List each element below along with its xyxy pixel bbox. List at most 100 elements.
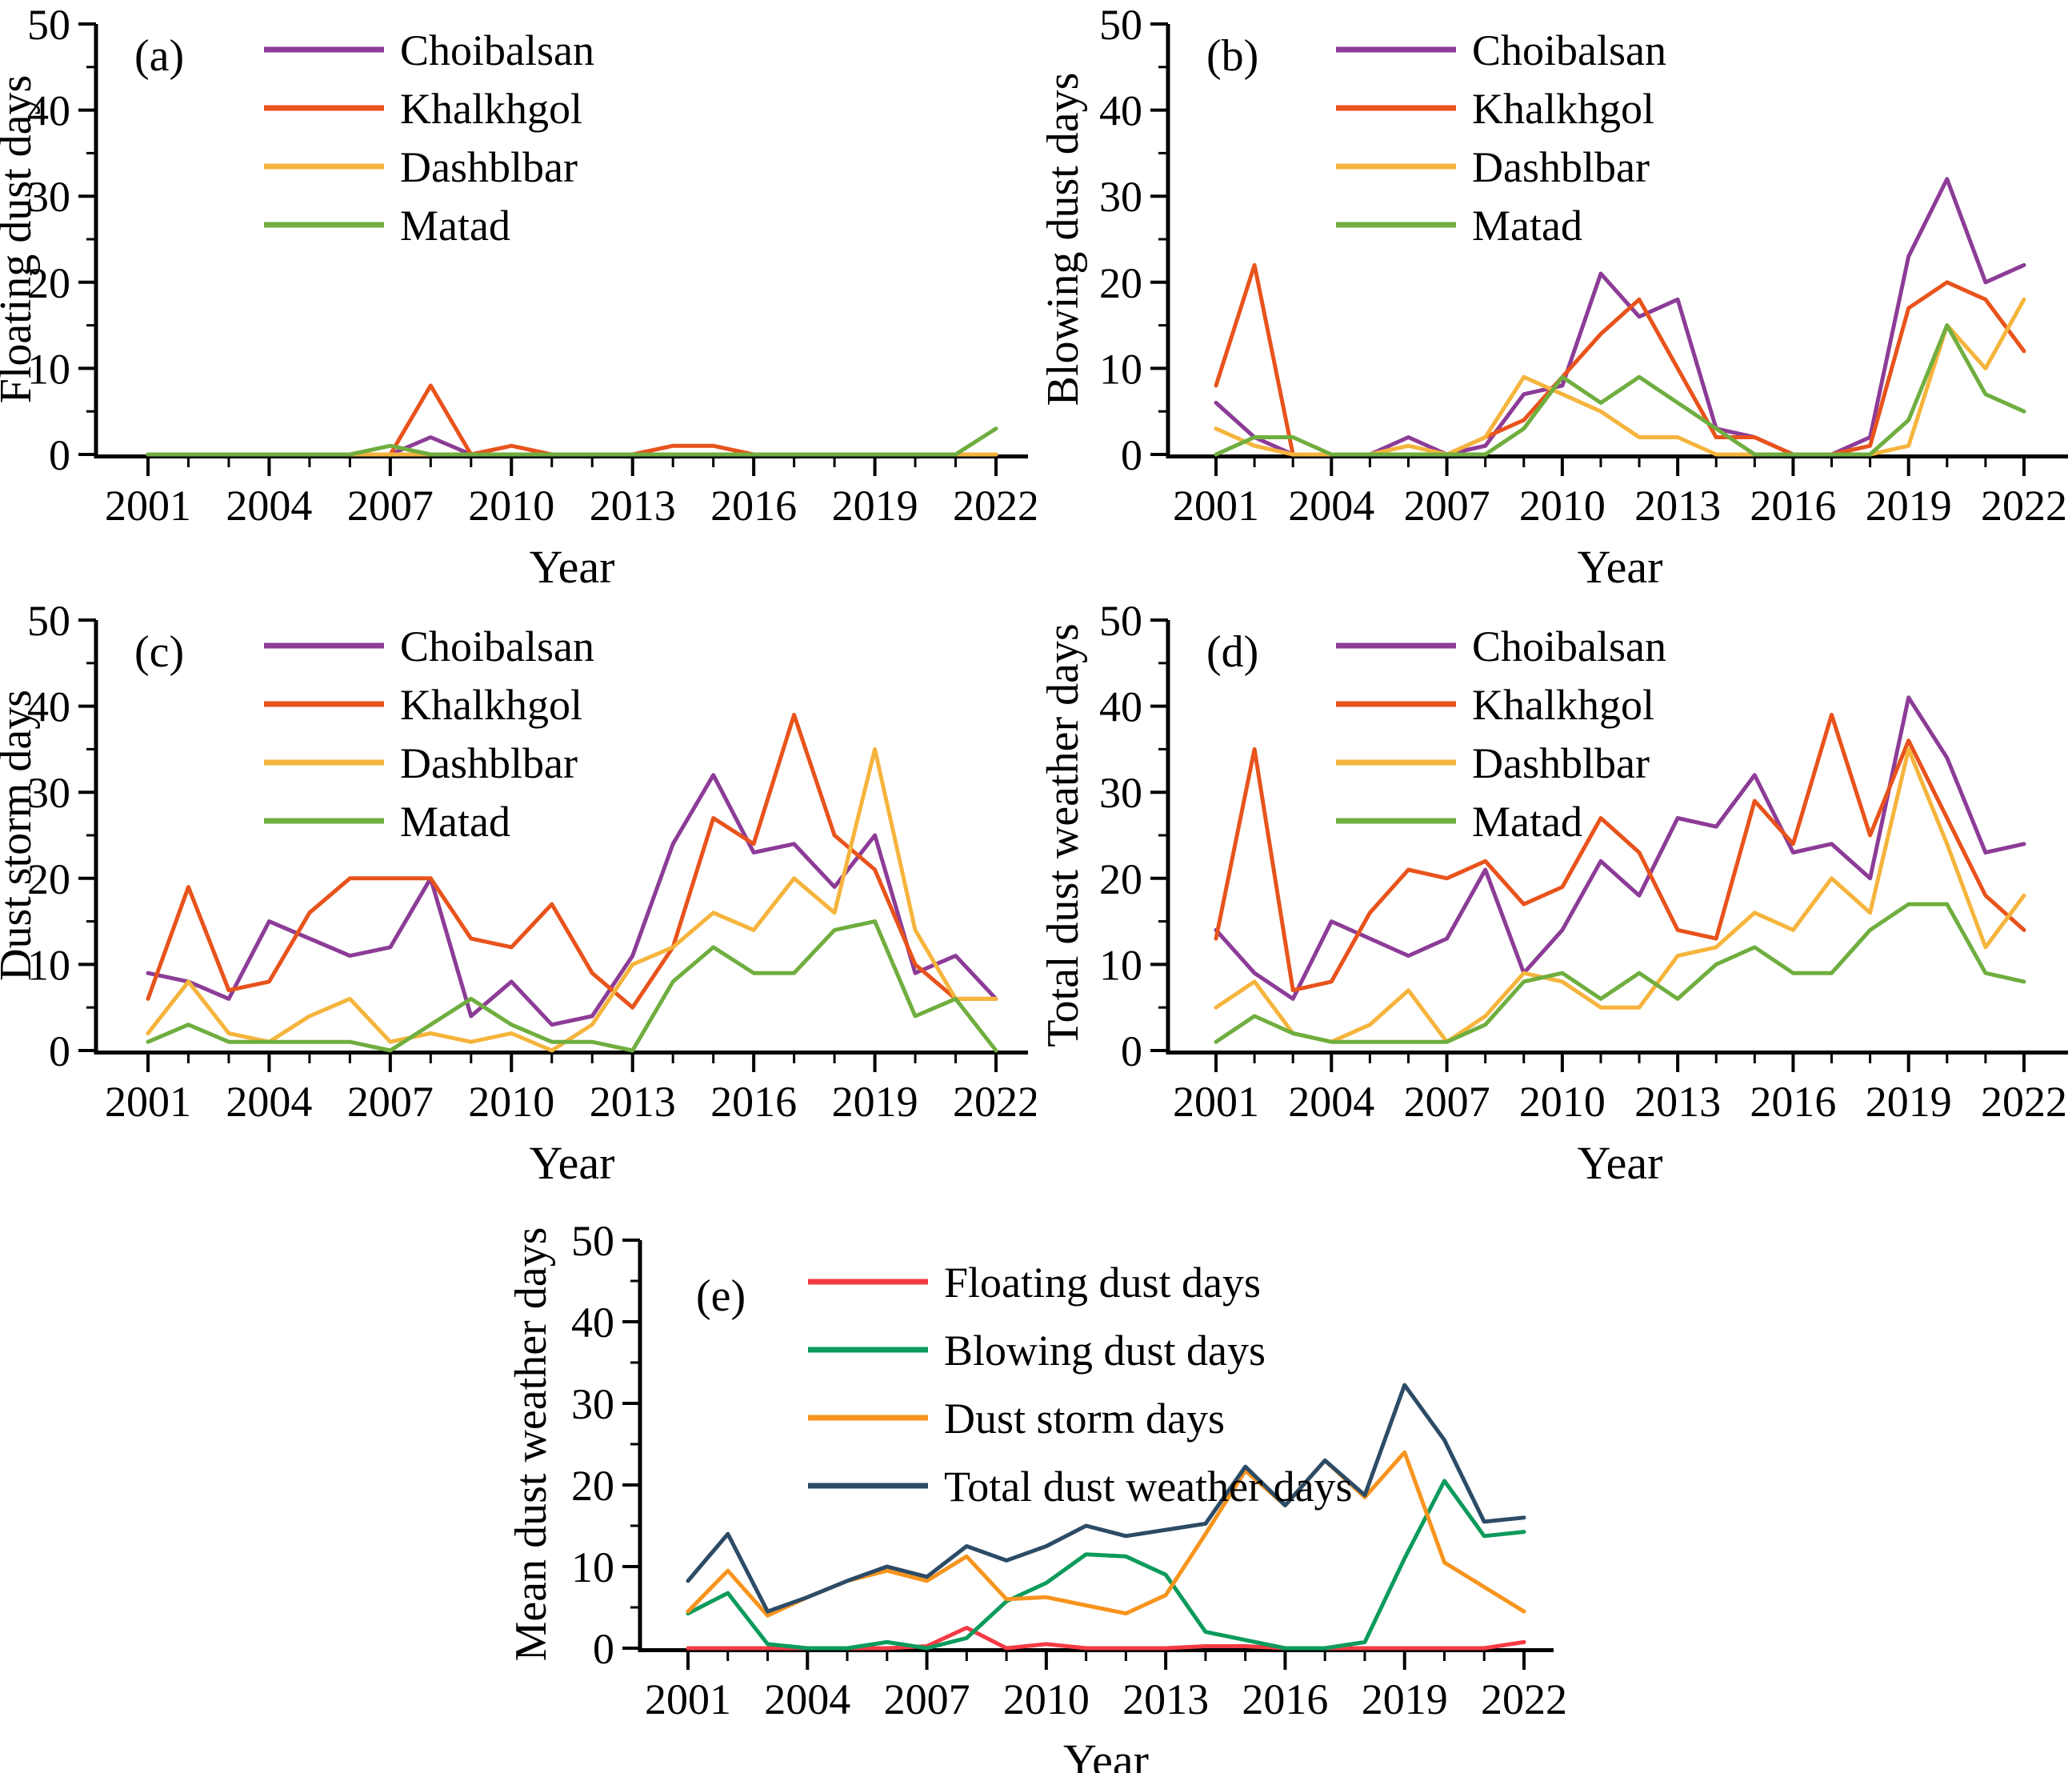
y-tick-label: 40 bbox=[27, 683, 70, 731]
y-tick-label: 40 bbox=[571, 1299, 614, 1347]
series-line-matad bbox=[146, 426, 998, 457]
chart-panel-mean-dust: 0 10 20 30 40 50 2001 2004 2007 2010 2013 2016 2019 2… bbox=[496, 1192, 1576, 1773]
legend-item-floating-dust-days: Floating dust days bbox=[808, 1259, 1261, 1307]
y-tick-label: 50 bbox=[1099, 1, 1142, 49]
y-tick-label: 30 bbox=[27, 769, 70, 817]
x-tick-label: 2007 bbox=[347, 482, 434, 530]
x-tick-label: 2004 bbox=[764, 1675, 850, 1723]
chart-svg-b: 0 10 20 30 40 50 2001 2004 2007 2010 2013 2016 2019 2… bbox=[1038, 1, 2068, 593]
series-lines bbox=[1214, 177, 2026, 457]
legend-label: Matad bbox=[400, 798, 510, 846]
y-tick-label: 20 bbox=[1099, 855, 1142, 903]
legend: Choibalsan Khalkhgol Dashblbar Matad bbox=[264, 26, 594, 250]
y-tick-label: 50 bbox=[571, 1217, 614, 1265]
x-tick-label: 2022 bbox=[953, 482, 1036, 530]
y-axis-title: Floating dust days bbox=[0, 75, 41, 404]
y-tick-label: 20 bbox=[1099, 259, 1142, 307]
series-lines bbox=[146, 383, 998, 457]
legend-label: Choibalsan bbox=[1472, 26, 1666, 74]
legend-label: Khalkhgol bbox=[400, 681, 582, 729]
legend-label: Choibalsan bbox=[1472, 622, 1666, 670]
x-tick-label: 2013 bbox=[1634, 1078, 1721, 1126]
x-tick-label: 2019 bbox=[1866, 1078, 1952, 1126]
legend-item-dashblbar: Dashblbar bbox=[1336, 143, 1650, 191]
x-tick-label: 2010 bbox=[468, 482, 554, 530]
x-tick-label: 2001 bbox=[1173, 1078, 1259, 1126]
legend: Choibalsan Khalkhgol Dashblbar Matad bbox=[264, 622, 594, 846]
axes bbox=[78, 618, 1028, 1072]
legend-item-khalkhgol: Khalkhgol bbox=[264, 681, 582, 729]
y-tick-label: 0 bbox=[49, 1027, 70, 1075]
series-lines bbox=[146, 712, 998, 1053]
series-line-choibalsan bbox=[146, 773, 998, 1027]
legend-item-blowing-dust-days: Blowing dust days bbox=[808, 1327, 1266, 1375]
legend-item-khalkhgol: Khalkhgol bbox=[1336, 85, 1654, 133]
y-tick-label: 40 bbox=[27, 87, 70, 135]
x-tick-label: 2004 bbox=[226, 482, 312, 530]
legend-item-choibalsan: Choibalsan bbox=[264, 26, 594, 74]
series-line-matad bbox=[146, 919, 998, 1053]
legend-item-dashblbar: Dashblbar bbox=[1336, 739, 1650, 787]
x-tick-label: 2010 bbox=[468, 1078, 554, 1126]
legend-label: Dashblbar bbox=[400, 739, 578, 787]
series-line-khalkhgol bbox=[146, 383, 998, 457]
legend-label: Choibalsan bbox=[400, 622, 594, 670]
x-axis-title: Year bbox=[1063, 1735, 1149, 1773]
series-line-matad bbox=[1214, 323, 2026, 457]
y-tick-label: 50 bbox=[27, 597, 70, 645]
legend-item-khalkhgol: Khalkhgol bbox=[264, 85, 582, 133]
chart-panel-dust-storm: 0 10 20 30 40 50 2001 2004 2007 2010 2013 2016 2019 2… bbox=[0, 596, 1036, 1192]
y-tick-label: 30 bbox=[27, 173, 70, 221]
y-tick-label: 30 bbox=[1099, 173, 1142, 221]
legend-label: Dust storm days bbox=[944, 1395, 1225, 1443]
legend-item-total-dust-weather-days: Total dust weather days bbox=[808, 1463, 1353, 1511]
y-axis-title: Total dust weather days bbox=[1038, 623, 1088, 1047]
legend-label: Dashblbar bbox=[1472, 739, 1650, 787]
x-tick-label: 2013 bbox=[590, 482, 676, 530]
series-line-dashblbar bbox=[146, 746, 998, 1053]
x-tick-label: 2013 bbox=[590, 1078, 676, 1126]
y-tick-label: 10 bbox=[1099, 345, 1142, 393]
legend-item-dashblbar: Dashblbar bbox=[264, 739, 578, 787]
legend-label: Floating dust days bbox=[944, 1259, 1261, 1307]
y-tick-label: 20 bbox=[27, 855, 70, 903]
chart-panel-floating-dust: 0 10 20 30 40 50 2001 2004 2007 2010 2013 2016 2019 2… bbox=[0, 0, 1036, 596]
legend-label: Blowing dust days bbox=[944, 1327, 1266, 1375]
panel-letter: (b) bbox=[1206, 31, 1258, 81]
y-tick-label: 40 bbox=[1099, 683, 1142, 731]
y-axis-title: Mean dust weather days bbox=[506, 1227, 556, 1662]
x-axis-title: Year bbox=[1578, 1137, 1663, 1189]
x-tick-label: 2016 bbox=[710, 482, 797, 530]
x-tick-label: 2001 bbox=[645, 1675, 731, 1723]
x-tick-label: 2022 bbox=[1481, 1675, 1567, 1723]
x-tick-label: 2022 bbox=[1981, 1078, 2067, 1126]
y-tick-label: 30 bbox=[1099, 769, 1142, 817]
x-tick-label: 2004 bbox=[1288, 482, 1374, 530]
panel-letter: (e) bbox=[696, 1271, 746, 1321]
series-line-matad bbox=[1214, 902, 2026, 1044]
y-tick-label: 40 bbox=[1099, 87, 1142, 135]
y-tick-label: 0 bbox=[49, 431, 70, 479]
chart-panel-total-dust: 0 10 20 30 40 50 2001 2004 2007 2010 2013 2016 2019 2… bbox=[1036, 596, 2072, 1192]
x-axis-title: Year bbox=[530, 541, 615, 593]
panel-letter: (d) bbox=[1206, 627, 1258, 677]
series-lines bbox=[1214, 695, 2026, 1044]
legend-item-matad: Matad bbox=[264, 798, 510, 846]
x-tick-label: 2013 bbox=[1122, 1675, 1209, 1723]
x-tick-label: 2001 bbox=[105, 1078, 191, 1126]
x-tick-label: 2019 bbox=[832, 482, 918, 530]
y-tick-label: 10 bbox=[27, 345, 70, 393]
legend: Floating dust days Blowing dust days Dust … bbox=[808, 1259, 1353, 1511]
x-axis-title: Year bbox=[530, 1137, 615, 1189]
series-line-dashblbar bbox=[1214, 746, 2026, 1044]
legend-label: Khalkhgol bbox=[1472, 85, 1654, 133]
y-axis-title: Blowing dust days bbox=[1038, 73, 1088, 406]
tick-labels: 0 10 20 30 40 50 2001 2004 2007 2010 2013 2016 2019 2… bbox=[1099, 1, 2067, 530]
tick-labels: 0 10 20 30 40 50 2001 2004 2007 2010 2013 2016 2019 2… bbox=[27, 1, 1036, 530]
x-tick-label: 2016 bbox=[710, 1078, 797, 1126]
y-tick-label: 30 bbox=[571, 1380, 614, 1428]
y-axis-title: Dust storm days bbox=[0, 690, 41, 981]
x-tick-label: 2016 bbox=[1750, 1078, 1836, 1126]
legend-label: Matad bbox=[400, 202, 510, 250]
x-tick-label: 2001 bbox=[105, 482, 191, 530]
